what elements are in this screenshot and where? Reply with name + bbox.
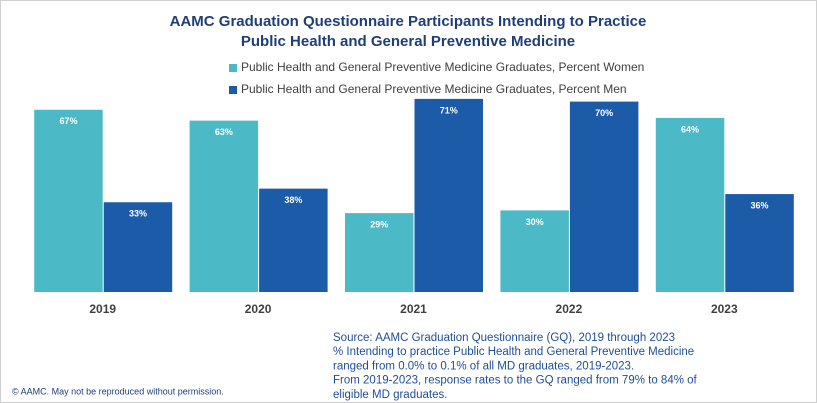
value-label: 70%: [595, 108, 613, 118]
x-tick-label: 2023: [711, 302, 738, 316]
value-label: 30%: [526, 217, 544, 227]
legend-label: Public Health and General Preventive Med…: [241, 82, 627, 96]
x-tick-label: 2019: [89, 302, 116, 316]
value-label: 71%: [440, 105, 458, 115]
source-note: ranged from 0.0% to 0.1% of all MD gradu…: [333, 360, 634, 372]
x-tick-label: 2021: [400, 302, 427, 316]
chart-title: AAMC Graduation Questionnaire Participan…: [170, 13, 647, 30]
bar: [414, 98, 483, 292]
value-label: 29%: [370, 219, 388, 229]
bar: [569, 101, 639, 292]
value-label: 33%: [129, 209, 147, 219]
value-label: 67%: [59, 116, 77, 126]
bar: [500, 210, 569, 292]
bar: [725, 194, 794, 292]
value-label: 38%: [284, 195, 302, 205]
legend-label: Public Health and General Preventive Med…: [241, 60, 644, 74]
copyright: © AAMC. May not be reproduced without pe…: [12, 386, 224, 396]
bar: [34, 109, 103, 292]
x-tick-label: 2020: [245, 302, 272, 316]
source-note: From 2019-2023, response rates to the GQ…: [333, 375, 698, 387]
bar: [189, 120, 259, 292]
chart-title: Public Health and General Preventive Med…: [241, 33, 575, 50]
x-tick-label: 2022: [556, 302, 583, 316]
value-label: 64%: [681, 124, 699, 134]
value-label: 63%: [215, 127, 233, 137]
bar: [655, 117, 725, 292]
legend-swatch: [229, 86, 237, 94]
bar: [345, 213, 414, 292]
source-note: eligible MD graduates.: [333, 389, 447, 401]
bar: [259, 188, 328, 292]
bar: [103, 202, 173, 292]
legend-swatch: [229, 64, 237, 72]
source-note: Source: AAMC Graduation Questionnaire (G…: [333, 332, 675, 344]
source-note: % Intending to practice Public Health an…: [333, 346, 694, 358]
value-label: 36%: [751, 200, 769, 210]
